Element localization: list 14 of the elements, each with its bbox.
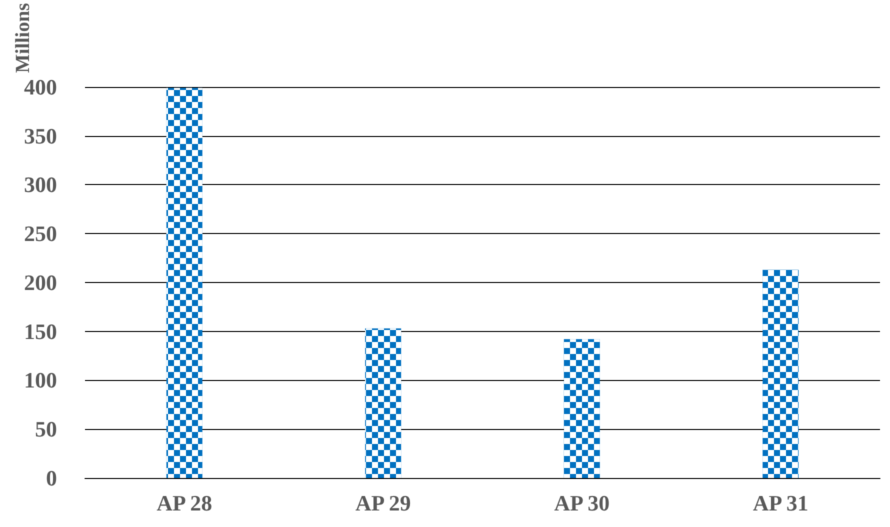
y-tick-label: 300 (24, 172, 57, 198)
y-axis-title: Millions (12, 2, 34, 74)
y-tick-label: 100 (24, 368, 57, 393)
y-tick-label: 150 (24, 318, 57, 344)
x-tick-label: AP 29 (355, 490, 411, 516)
y-tick-label: 250 (24, 221, 57, 246)
y-tick-label: 200 (24, 270, 57, 295)
x-tick-label: AP 28 (156, 490, 212, 516)
y-tick-label: 350 (24, 123, 57, 148)
y-tick-label: 400 (24, 74, 57, 100)
x-tick-label: AP 30 (554, 490, 610, 516)
x-tick-label: AP 31 (752, 490, 808, 516)
y-tick-label: 0 (46, 466, 57, 490)
y-tick-label: 50 (35, 416, 57, 442)
